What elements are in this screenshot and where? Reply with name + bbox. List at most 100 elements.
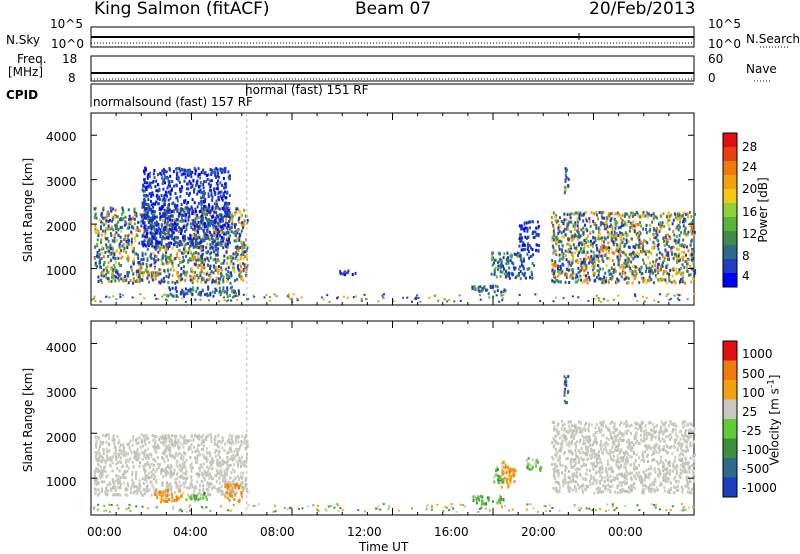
power-echo-cell [553, 274, 556, 278]
power-echo-cell [674, 239, 677, 243]
velocity-echo-cell [119, 443, 122, 447]
power-echo-cell [190, 205, 193, 209]
power-echo-cell [640, 224, 643, 228]
power-echo-cell [175, 286, 177, 290]
power-ground-scatter [360, 297, 363, 300]
power-echo-cell [228, 255, 230, 259]
velocity-echo-cell [226, 473, 229, 477]
velocity-echo-cell [213, 438, 216, 442]
power-ground-scatter [419, 300, 422, 303]
power-echo-cell [178, 249, 181, 253]
power-echo-cell [136, 269, 138, 273]
power-echo-cell [198, 224, 201, 228]
velocity-echo-cell [168, 443, 171, 447]
power-echo-cell [102, 216, 105, 220]
power-echo-cell [219, 228, 221, 231]
power-echo-cell [678, 213, 681, 217]
velocity-echo-cell [155, 492, 158, 496]
power-echo-cell [153, 237, 156, 240]
power-echo-cell [171, 237, 174, 241]
power-echo-cell [223, 290, 226, 294]
power-echo-cell [559, 239, 562, 243]
power-echo-cell [552, 263, 555, 266]
power-echo-cell [588, 217, 591, 221]
power-ground-scatter [633, 293, 636, 296]
velocity-echo-cell [217, 450, 220, 453]
power-echo-cell [209, 231, 211, 234]
velocity-echo-cell [143, 439, 146, 443]
velocity-echo-cell [160, 468, 163, 471]
power-echo-cell [185, 228, 188, 232]
power-echo-cell [645, 264, 648, 268]
power-echo-cell [523, 259, 525, 263]
power-echo-cell [617, 258, 620, 262]
velocity-echo-cell [106, 433, 109, 437]
power-echo-cell [642, 212, 645, 216]
power-echo-cell [677, 240, 680, 244]
velocity-echo-cell [101, 456, 104, 460]
power-echo-cell [220, 190, 223, 194]
power-echo-cell [205, 208, 208, 212]
velocity-echo-cell [158, 492, 161, 496]
velocity-echo-cell [226, 483, 229, 487]
power-echo-cell [135, 233, 138, 237]
power-echo-cell [130, 230, 133, 234]
power-echo-cell [222, 231, 225, 235]
power-echo-cell [222, 280, 225, 284]
power-echo-cell [675, 267, 678, 271]
power-echo-cell [159, 235, 162, 239]
power-echo-cell [553, 271, 556, 275]
power-echo-cell [227, 238, 230, 242]
power-echo-cell [207, 195, 210, 198]
velocity-echo-cell [170, 472, 173, 476]
power-echo-cell [679, 225, 681, 229]
power-echo-cell [170, 210, 173, 214]
power-echo-cell [146, 276, 149, 280]
power-echo-cell [160, 258, 163, 262]
velocity-echo-cell [128, 445, 131, 449]
power-ground-scatter [119, 296, 122, 298]
power-echo-cell [176, 199, 179, 203]
power-echo-cell [622, 251, 625, 255]
power-echo-cell [691, 226, 694, 229]
velocity-echo-cell [242, 471, 245, 475]
power-echo-cell [552, 225, 555, 229]
power-echo-cell [220, 266, 223, 270]
power-echo-cell [168, 206, 170, 210]
power-echo-cell [165, 243, 168, 247]
power-ground-scatter [645, 296, 648, 299]
power-echo-cell [144, 166, 147, 170]
power-echo-cell [121, 206, 124, 210]
power-echo-cell [652, 260, 655, 264]
velocity-echo-cell [480, 494, 483, 498]
velocity-echo-cell [212, 460, 215, 464]
power-echo-cell [136, 228, 139, 232]
power-echo-cell [682, 211, 685, 215]
velocity-echo-cell [208, 466, 211, 470]
velocity-echo-cell [499, 495, 502, 499]
velocity-echo-cell [133, 450, 136, 454]
velocity-echo-cell [146, 461, 149, 465]
power-echo-cell [192, 234, 195, 238]
power-echo-cell [146, 181, 148, 185]
power-echo-cell [645, 211, 648, 214]
power-echo-cell [638, 267, 640, 271]
velocity-echo-cell [146, 489, 149, 492]
power-echo-cell [228, 206, 231, 210]
power-echo-cell [94, 257, 96, 261]
power-echo-cell [145, 244, 148, 248]
velocity-echo-cell [227, 466, 230, 470]
power-echo-cell [100, 220, 102, 224]
power-echo-cell [192, 227, 194, 231]
power-echo-cell [212, 278, 214, 282]
power-echo-cell [98, 252, 101, 256]
power-echo-cell [518, 244, 521, 248]
power-echo-cell [242, 225, 245, 229]
velocity-echo-cell [246, 490, 249, 494]
power-echo-cell [639, 246, 642, 249]
power-echo-cell [609, 212, 612, 216]
power-echo-cell [237, 268, 240, 272]
power-echo-cell [159, 218, 162, 221]
power-echo-cell [598, 270, 601, 274]
power-echo-cell [100, 227, 102, 231]
